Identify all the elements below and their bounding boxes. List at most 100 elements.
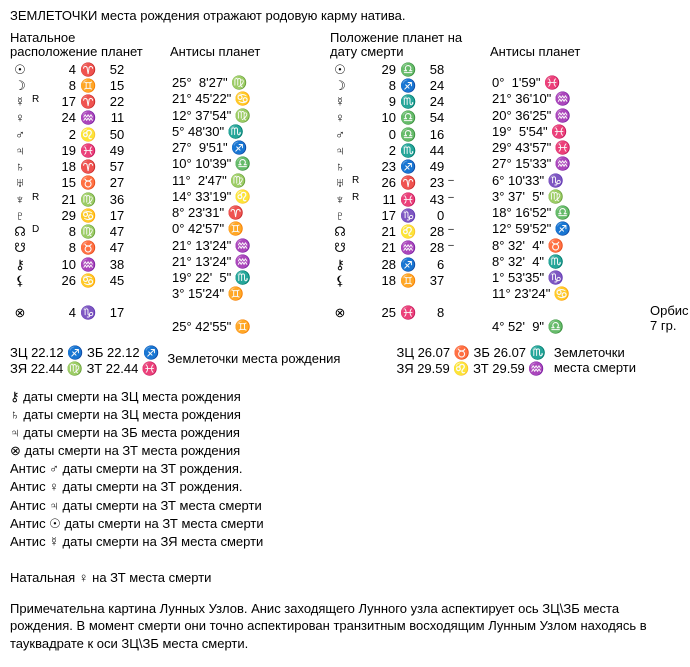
degree-value: 8 <box>46 224 78 240</box>
table-row: 0° 1'59" ♓ <box>490 75 573 91</box>
planet-symbol: ♄ <box>330 159 350 175</box>
minute-value: 0 <box>418 208 446 224</box>
table-row: 25° 42'55" ♊ <box>170 319 253 335</box>
degree-value: 10 <box>366 110 398 126</box>
degree-value: 29 <box>46 208 78 224</box>
table-row: 19° 22' 5" ♏ <box>170 270 253 286</box>
sign-symbol: ♉ <box>78 175 98 191</box>
zemletochki-row: ЗЦ 22.12 ♐ ЗБ 22.12 ♐ ЗЯ 22.44 ♍ ЗТ 22.4… <box>10 345 680 378</box>
death-pos-header: Положение планет на дату смерти <box>330 31 480 60</box>
sign-symbol: ♐ <box>398 159 418 175</box>
retrograde-mark: R <box>350 192 366 208</box>
gap-cell <box>330 289 462 305</box>
table-row: ☽8♐24 <box>330 78 462 94</box>
aspect-list-item: ⚷ даты смерти на ЗЦ места рождения <box>10 388 680 406</box>
minute-value: 28 <box>418 224 446 240</box>
table-row: 18° 16'52" ♎ <box>490 205 573 221</box>
death-position-table: ☉29♎58☽8♐24☿9♏24♀10♎54♂0♎16♃2♏44♄23♐49♅R… <box>330 62 462 322</box>
minute-value: 44 <box>418 143 446 159</box>
zem-death-label: Землеточки места смерти <box>554 345 636 375</box>
degree-value: 4 <box>46 62 78 78</box>
post-mark <box>126 273 142 289</box>
post-mark <box>446 62 462 78</box>
table-row: ♂0♎16 <box>330 127 462 143</box>
minute-value: 54 <box>418 110 446 126</box>
retrograde-mark <box>30 62 46 78</box>
degree-value: 11 <box>366 192 398 208</box>
aspect-list-item: Натальная ♀ на ЗТ места смерти <box>10 569 680 587</box>
table-row <box>330 289 462 305</box>
sign-symbol: ♌ <box>78 127 98 143</box>
sign-symbol: ♎ <box>398 127 418 143</box>
sign-symbol: ♓ <box>398 192 418 208</box>
table-row: ♇17♑0 <box>330 208 462 224</box>
retrograde-mark <box>350 78 366 94</box>
retrograde-mark <box>350 94 366 110</box>
antis-value: 3° 15'24" ♊ <box>170 286 253 302</box>
death-antis-block: Антисы планет 0° 1'59" ♓21° 36'10" ♒20° … <box>490 31 640 335</box>
retrograde-mark <box>30 305 46 321</box>
degree-value: 26 <box>46 273 78 289</box>
post-mark <box>446 257 462 273</box>
retrograde-mark <box>30 257 46 273</box>
antis-value: 12° 59'52" ♐ <box>490 221 573 237</box>
planet-symbol: ☽ <box>10 78 30 94</box>
minute-value: 22 <box>98 94 126 110</box>
table-row: 11° 2'47" ♍ <box>170 173 253 189</box>
minute-value: 36 <box>98 192 126 208</box>
retrograde-mark <box>30 159 46 175</box>
planet-symbol: ⚷ <box>10 257 30 273</box>
table-row: ♂2♌50 <box>10 127 142 143</box>
sign-symbol: ♑ <box>78 305 98 321</box>
degree-value: 26 <box>366 175 398 191</box>
aspect-list-item: Антис ♃ даты смерти на ЗТ места смерти <box>10 497 680 515</box>
retrograde-mark <box>30 208 46 224</box>
table-row: 19° 5'54" ♓ <box>490 124 573 140</box>
degree-value: 9 <box>366 94 398 110</box>
planet-symbol: ⊗ <box>10 305 30 321</box>
planet-symbol: ♅ <box>330 175 350 191</box>
post-mark <box>446 110 462 126</box>
minute-value: 50 <box>98 127 126 143</box>
minute-value: 24 <box>418 78 446 94</box>
planet-symbol: ⚷ <box>330 257 350 273</box>
minute-value: 17 <box>98 208 126 224</box>
degree-value: 21 <box>46 192 78 208</box>
retrograde-mark <box>350 159 366 175</box>
footer-paragraph: Примечательна картина Лунных Узлов. Анис… <box>10 600 680 653</box>
antis-value: 0° 1'59" ♓ <box>490 75 573 91</box>
table-row: ☊D8♍47 <box>10 224 142 240</box>
natal-position-table: ☉4♈52☽8♊15☿R17♈22♀24♒11♂2♌50♃19♓49♄18♈57… <box>10 62 142 322</box>
post-mark <box>446 94 462 110</box>
sign-symbol: ♌ <box>398 224 418 240</box>
table-row: 12° 37'54" ♍ <box>170 108 253 124</box>
table-row: ☊21♌28– <box>330 224 462 240</box>
post-mark: – <box>446 240 462 256</box>
degree-value: 18 <box>366 273 398 289</box>
minute-value: 27 <box>98 175 126 191</box>
aspect-list-item: ⊗ даты смерти на ЗТ места рождения <box>10 442 680 460</box>
table-row: ♆R11♓43– <box>330 192 462 208</box>
natal-pos-header: Натальное расположение планет <box>10 31 160 60</box>
table-row: 8° 32' 4" ♏ <box>490 254 573 270</box>
retrograde-mark <box>30 240 46 256</box>
retrograde-mark <box>30 273 46 289</box>
post-mark: – <box>446 224 462 240</box>
table-row: ☿R17♈22 <box>10 94 142 110</box>
data-columns: Натальное расположение планет ☉4♈52☽8♊15… <box>10 31 680 335</box>
degree-value: 21 <box>366 240 398 256</box>
table-row: ⊗25♓8 <box>330 305 462 321</box>
table-row: 4° 52' 9" ♎ <box>490 319 573 335</box>
retrograde-mark <box>350 257 366 273</box>
table-row <box>10 289 142 305</box>
antis-value: 11° 2'47" ♍ <box>170 173 253 189</box>
planet-symbol: ☊ <box>10 224 30 240</box>
table-row: 1° 53'35" ♑ <box>490 270 573 286</box>
title-line: ЗЕМЛЕТОЧКИ места рождения отражают родов… <box>10 8 680 23</box>
antis-value: 11° 23'24" ♋ <box>490 286 573 302</box>
planet-symbol: ♅ <box>10 175 30 191</box>
antis-value: 8° 23'31" ♈ <box>170 205 253 221</box>
degree-value: 2 <box>366 143 398 159</box>
sign-symbol: ♐ <box>398 257 418 273</box>
degree-value: 18 <box>46 159 78 175</box>
